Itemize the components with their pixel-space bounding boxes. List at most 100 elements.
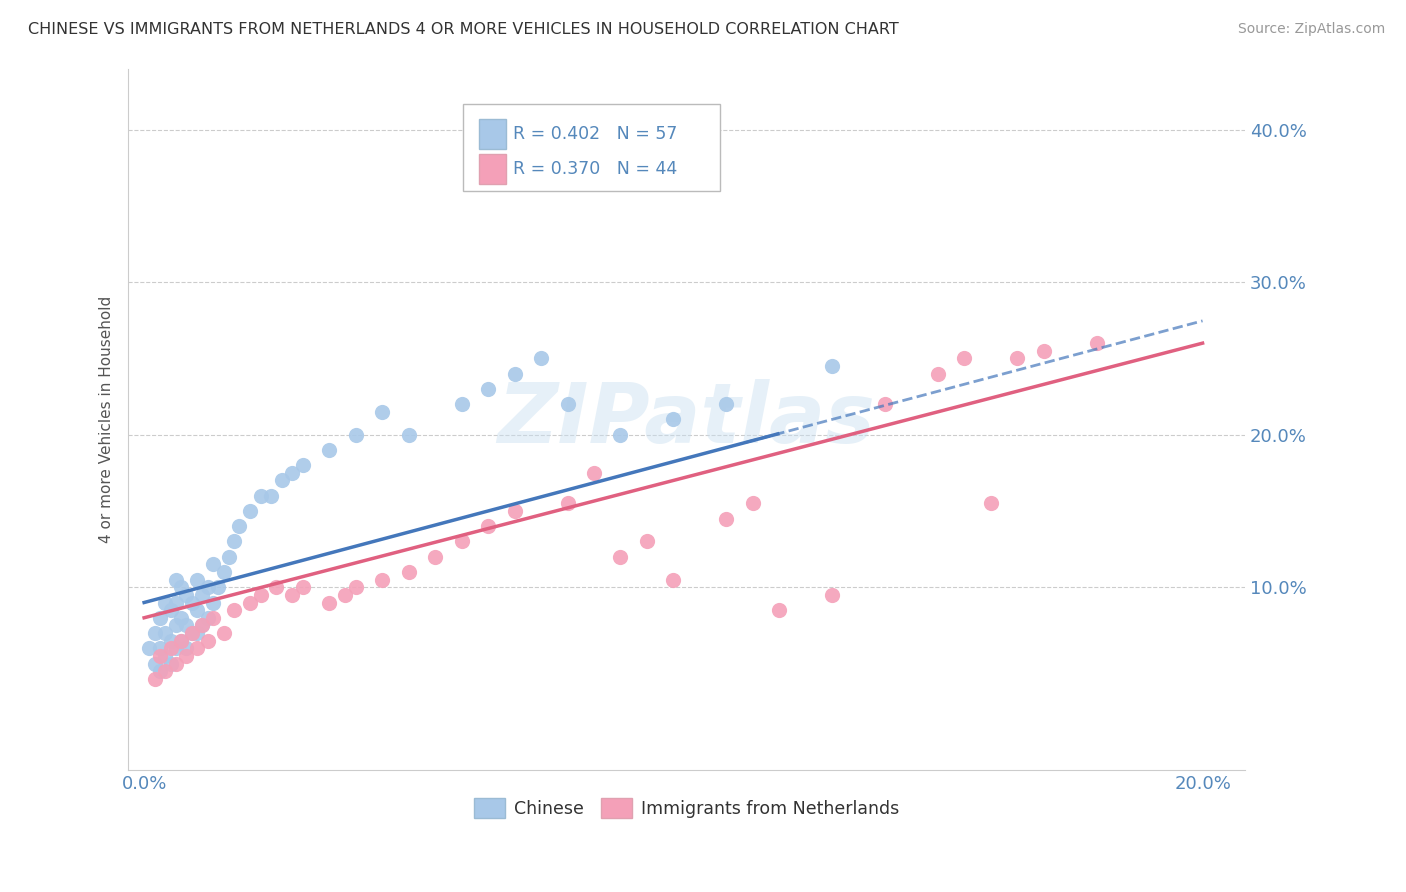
Point bbox=[344, 427, 367, 442]
Point bbox=[318, 595, 340, 609]
Point bbox=[165, 657, 187, 671]
Point bbox=[344, 580, 367, 594]
Point bbox=[953, 351, 976, 366]
Point bbox=[176, 618, 198, 632]
Point bbox=[768, 603, 790, 617]
Point bbox=[149, 648, 172, 663]
Point bbox=[291, 458, 314, 473]
Point bbox=[159, 641, 181, 656]
Point bbox=[609, 427, 631, 442]
Point bbox=[143, 672, 166, 686]
Point bbox=[662, 573, 685, 587]
Point bbox=[1007, 351, 1029, 366]
Point bbox=[318, 442, 340, 457]
Point bbox=[191, 618, 214, 632]
Point bbox=[143, 657, 166, 671]
Point bbox=[170, 611, 193, 625]
Point bbox=[201, 611, 224, 625]
Point bbox=[503, 367, 526, 381]
Point bbox=[186, 603, 208, 617]
Point bbox=[741, 496, 763, 510]
Point bbox=[450, 534, 472, 549]
Point bbox=[155, 648, 177, 663]
Point bbox=[228, 519, 250, 533]
Point bbox=[159, 657, 181, 671]
Point bbox=[716, 397, 738, 411]
Point bbox=[186, 641, 208, 656]
Legend: Chinese, Immigrants from Netherlands: Chinese, Immigrants from Netherlands bbox=[467, 791, 907, 825]
Point bbox=[335, 588, 357, 602]
Point bbox=[1085, 336, 1108, 351]
Point bbox=[716, 511, 738, 525]
Point bbox=[222, 603, 245, 617]
Point bbox=[249, 489, 271, 503]
Point bbox=[821, 359, 844, 373]
Point bbox=[450, 397, 472, 411]
Point bbox=[425, 549, 447, 564]
Point bbox=[170, 633, 193, 648]
Point bbox=[980, 496, 1002, 510]
Point bbox=[165, 595, 187, 609]
FancyBboxPatch shape bbox=[463, 103, 720, 192]
Point bbox=[873, 397, 896, 411]
Y-axis label: 4 or more Vehicles in Household: 4 or more Vehicles in Household bbox=[100, 296, 114, 543]
FancyBboxPatch shape bbox=[479, 154, 506, 184]
Point bbox=[159, 633, 181, 648]
Point bbox=[155, 595, 177, 609]
Point bbox=[249, 588, 271, 602]
Point bbox=[149, 611, 172, 625]
Point bbox=[530, 351, 553, 366]
Point bbox=[155, 626, 177, 640]
Point bbox=[398, 565, 420, 579]
Text: ZIPatlas: ZIPatlas bbox=[498, 379, 876, 460]
Point bbox=[239, 595, 262, 609]
FancyBboxPatch shape bbox=[479, 119, 506, 149]
Point bbox=[138, 641, 160, 656]
Point bbox=[636, 534, 658, 549]
Point bbox=[143, 626, 166, 640]
Point bbox=[201, 558, 224, 572]
Point bbox=[270, 474, 292, 488]
Point bbox=[582, 466, 605, 480]
Point bbox=[155, 664, 177, 678]
Point bbox=[149, 664, 172, 678]
Point bbox=[180, 595, 202, 609]
Point bbox=[176, 588, 198, 602]
Point bbox=[281, 588, 304, 602]
Point bbox=[165, 641, 187, 656]
Text: Source: ZipAtlas.com: Source: ZipAtlas.com bbox=[1237, 22, 1385, 37]
Point bbox=[149, 641, 172, 656]
Point bbox=[557, 496, 579, 510]
Text: R = 0.370   N = 44: R = 0.370 N = 44 bbox=[513, 160, 678, 178]
Point bbox=[266, 580, 288, 594]
Point bbox=[186, 626, 208, 640]
Point bbox=[212, 626, 235, 640]
Point bbox=[191, 588, 214, 602]
Point bbox=[398, 427, 420, 442]
Point bbox=[477, 382, 499, 396]
Point bbox=[1032, 343, 1054, 358]
Point bbox=[371, 405, 394, 419]
Point bbox=[260, 489, 283, 503]
Point bbox=[180, 626, 202, 640]
Point bbox=[165, 573, 187, 587]
Point bbox=[186, 573, 208, 587]
Point bbox=[159, 603, 181, 617]
Text: CHINESE VS IMMIGRANTS FROM NETHERLANDS 4 OR MORE VEHICLES IN HOUSEHOLD CORRELATI: CHINESE VS IMMIGRANTS FROM NETHERLANDS 4… bbox=[28, 22, 898, 37]
Point bbox=[821, 588, 844, 602]
Point bbox=[503, 504, 526, 518]
Point bbox=[176, 648, 198, 663]
Point bbox=[477, 519, 499, 533]
Point bbox=[191, 618, 214, 632]
Point bbox=[371, 573, 394, 587]
Point bbox=[662, 412, 685, 426]
Point bbox=[197, 580, 219, 594]
Point bbox=[170, 580, 193, 594]
Text: R = 0.402   N = 57: R = 0.402 N = 57 bbox=[513, 125, 678, 143]
Point bbox=[197, 611, 219, 625]
Point bbox=[212, 565, 235, 579]
Point bbox=[218, 549, 240, 564]
Point bbox=[201, 595, 224, 609]
Point bbox=[170, 633, 193, 648]
Point bbox=[180, 626, 202, 640]
